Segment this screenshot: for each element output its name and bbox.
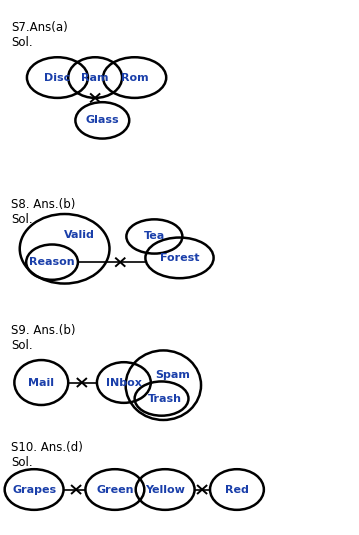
Text: Red: Red [225, 485, 249, 494]
Text: Green: Green [96, 485, 134, 494]
Text: Spam: Spam [155, 370, 190, 379]
Text: Reason: Reason [29, 257, 75, 267]
Text: Trash: Trash [148, 394, 182, 403]
Text: S10. Ans.(d)
Sol.: S10. Ans.(d) Sol. [11, 441, 83, 469]
Text: Forest: Forest [160, 253, 199, 263]
Text: Disc: Disc [44, 73, 71, 82]
Text: S8. Ans.(b)
Sol.: S8. Ans.(b) Sol. [11, 198, 75, 226]
Text: Mail: Mail [28, 378, 54, 387]
Text: S9. Ans.(b)
Sol.: S9. Ans.(b) Sol. [11, 324, 75, 351]
Text: Tea: Tea [144, 232, 165, 241]
Text: Yellow: Yellow [145, 485, 185, 494]
Text: Grapes: Grapes [12, 485, 56, 494]
Text: INbox: INbox [106, 378, 142, 387]
Text: Glass: Glass [85, 116, 119, 125]
Text: S7.Ans(a)
Sol.: S7.Ans(a) Sol. [11, 21, 67, 49]
Text: Ram: Ram [81, 73, 109, 82]
Text: Valid: Valid [64, 231, 94, 240]
Text: Rom: Rom [121, 73, 148, 82]
